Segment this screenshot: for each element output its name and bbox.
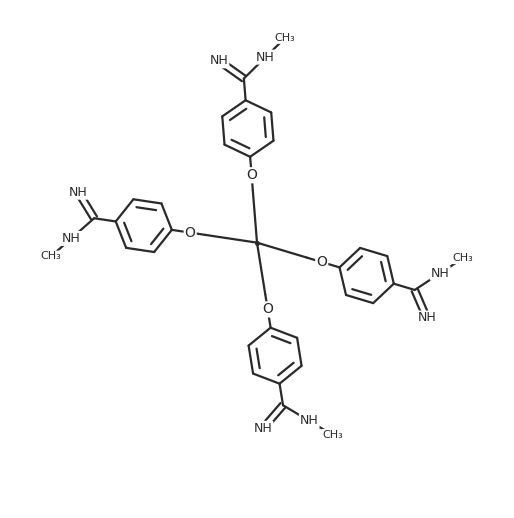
Text: NH: NH xyxy=(417,311,436,324)
Text: NH: NH xyxy=(253,422,272,435)
Text: O: O xyxy=(185,226,196,240)
Text: NH: NH xyxy=(431,267,450,280)
Text: NH: NH xyxy=(69,185,87,199)
Text: NH: NH xyxy=(210,54,228,67)
Text: O: O xyxy=(262,303,273,316)
Text: O: O xyxy=(246,168,257,182)
Text: CH₃: CH₃ xyxy=(453,253,473,263)
Text: NH: NH xyxy=(256,51,275,64)
Text: NH: NH xyxy=(300,414,319,427)
Text: NH: NH xyxy=(62,232,81,245)
Text: O: O xyxy=(316,255,327,269)
Text: CH₃: CH₃ xyxy=(274,33,296,43)
Text: CH₃: CH₃ xyxy=(41,252,61,262)
Text: CH₃: CH₃ xyxy=(322,430,343,440)
